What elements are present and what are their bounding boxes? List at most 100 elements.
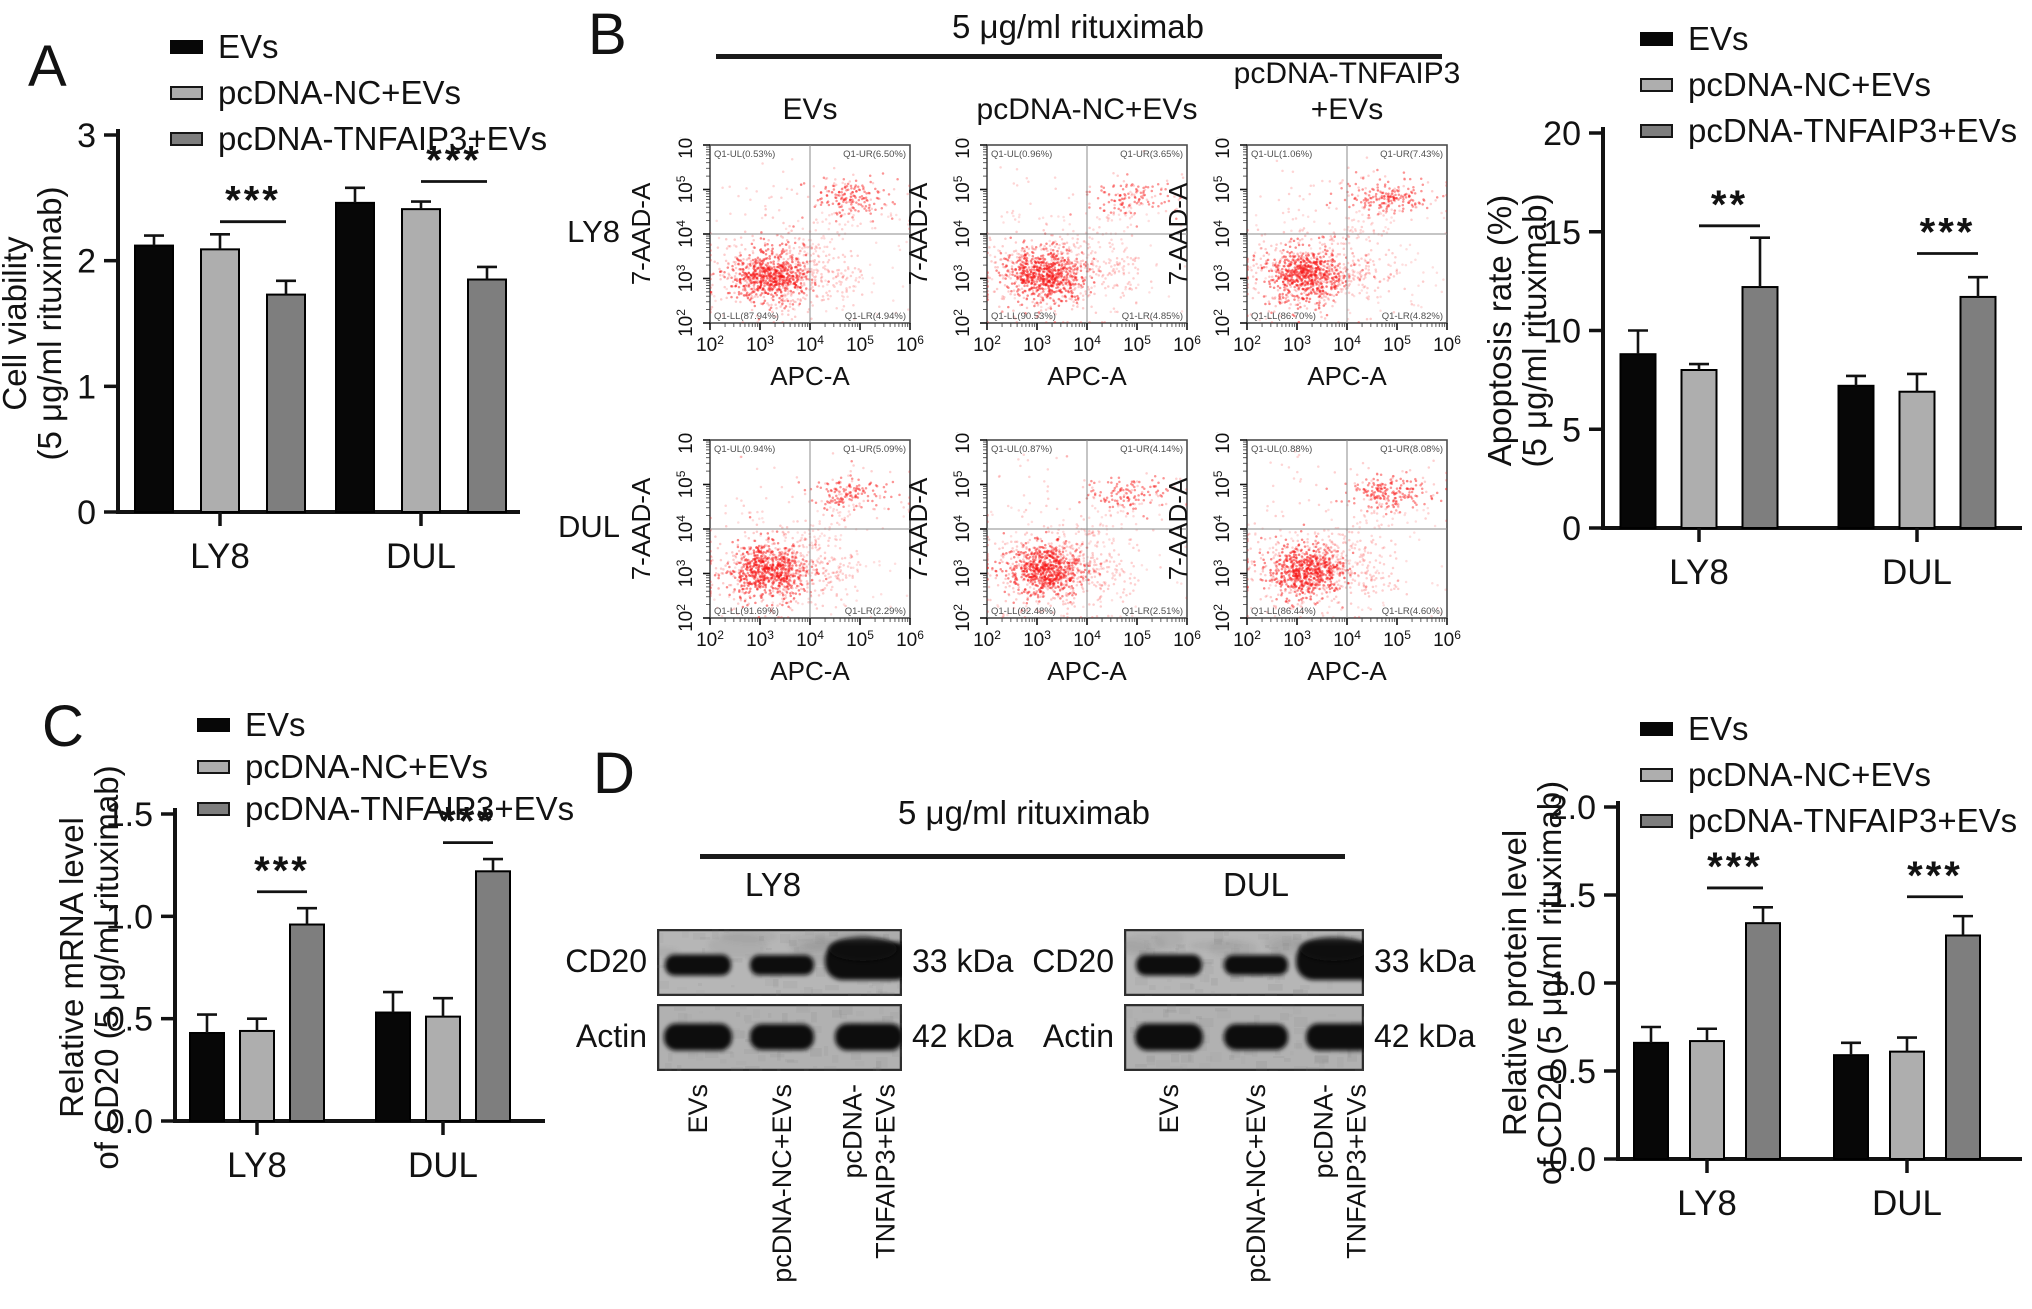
log-tick-label: 104 bbox=[1211, 220, 1234, 248]
log-tick-label: 105 bbox=[846, 628, 874, 651]
log-tick-label: 102 bbox=[674, 604, 697, 632]
flow-y-axis-label: 7-AAD-A bbox=[626, 182, 656, 285]
quadrant-label-lr: Q1-LR(4.60%) bbox=[1382, 606, 1443, 617]
cell_viability-chart: 0 1 2 3 LY8 DUL *** *** Cell viability (5 μg/ml r… bbox=[0, 90, 560, 610]
log-tick-label: 104 bbox=[674, 515, 697, 543]
y-tick-label: 1.5 bbox=[106, 796, 153, 834]
flow-section-header: 5 μg/ml rituximab bbox=[952, 8, 1204, 45]
flow-x-axis-label: APC-A bbox=[1047, 656, 1127, 686]
evs-legend-swatch bbox=[197, 718, 230, 732]
log-tick-label: 103 bbox=[1211, 559, 1234, 587]
log-tick-label: 102 bbox=[973, 333, 1001, 356]
evs-legend-swatch bbox=[1640, 32, 1673, 46]
legend-item: pcDNA-NC+EVs bbox=[1640, 62, 2017, 108]
log-tick-label: 106 bbox=[1433, 333, 1461, 356]
blot-group-title-dul: DUL bbox=[1222, 866, 1290, 903]
y-axis-label: (5 μg/ml rituximab) bbox=[1516, 194, 1553, 468]
quadrant-label-ul: Q1-UL(0.94%) bbox=[714, 444, 775, 455]
log-tick-label: 105 bbox=[951, 175, 974, 203]
blot-strip-svg bbox=[1124, 1004, 1364, 1071]
quadrant-label-ul: Q1-UL(0.88%) bbox=[1251, 444, 1312, 455]
quadrant-label-lr: Q1-LR(4.82%) bbox=[1382, 311, 1443, 322]
flow-plot-svg: Q1-UL(0.96%) Q1-UR(3.65%) Q1-LL(90.53%) Q1-… bbox=[903, 137, 1201, 391]
flow-plot-dul-2: Q1-UL(0.88%) Q1-UR(8.08%) Q1-LL(86.44%) Q1-… bbox=[1161, 432, 1461, 724]
evs-legend-swatch bbox=[170, 40, 203, 54]
x-category-label: DUL bbox=[408, 1146, 478, 1185]
scatter-points bbox=[987, 453, 1187, 618]
blot-lane-label: EVs bbox=[683, 1084, 713, 1134]
y-axis-label: Relative protein level bbox=[1496, 830, 1533, 1136]
quadrant-label-ll: Q1-LL(86.70%) bbox=[1251, 311, 1316, 322]
blot-band bbox=[1224, 1024, 1288, 1050]
legend-panel-a: EVs pcDNA-NC+EVs pcDNA-TNFAIP3+EVs bbox=[170, 24, 547, 162]
log-tick-label: 103 bbox=[1211, 264, 1234, 292]
apoptosis_rate-chart: 0 5 10 15 20 LY8 DUL ** *** Apoptosis rate (%) (5 … bbox=[1452, 70, 2032, 630]
log-tick-label: 102 bbox=[674, 309, 697, 337]
blot-lane-label: EVs bbox=[1154, 1084, 1184, 1134]
bar-LY8-pcDNA-NC+EVs bbox=[1680, 369, 1718, 529]
flow-x-axis-label: APC-A bbox=[1307, 361, 1387, 391]
y-axis-label: Relative mRNA level bbox=[53, 817, 90, 1118]
blot-strip-dul-cd20 bbox=[1124, 929, 1364, 996]
quadrant-label-lr: Q1-LR(4.94%) bbox=[845, 311, 906, 322]
bar-LY8-pcDNA-TNFAIP3+EVs bbox=[289, 923, 325, 1122]
panel-a-label: A bbox=[28, 34, 67, 99]
legend-panel-b: EVs pcDNA-NC+EVs pcDNA-TNFAIP3+EVs bbox=[1640, 16, 2017, 154]
flow-x-axis-label: APC-A bbox=[1047, 361, 1127, 391]
y-tick-label: 3 bbox=[77, 117, 96, 155]
log-tick-label: 106 bbox=[1433, 628, 1461, 651]
x-category-label: LY8 bbox=[227, 1146, 287, 1185]
blot-band bbox=[1224, 955, 1288, 975]
y-tick-label: 20 bbox=[1543, 115, 1581, 153]
quadrant-label-ur: Q1-UR(5.09%) bbox=[843, 444, 906, 455]
bar-DUL-pcDNA-TNFAIP3+EVs bbox=[467, 278, 507, 513]
bar-DUL-pcDNA-NC+EVs bbox=[1889, 1050, 1925, 1161]
blot-band bbox=[750, 955, 814, 975]
quadrant-label-lr: Q1-LR(2.51%) bbox=[1122, 606, 1183, 617]
blot-band bbox=[750, 1024, 814, 1050]
protein_cd20-svg: 0.0 0.5 1.0 1.5 2.0 LY8 DUL *** *** Relative prot… bbox=[1496, 781, 2022, 1223]
y-axis-label: (5 μg/ml rituximab) bbox=[31, 187, 68, 461]
log-tick-label: 102 bbox=[696, 333, 724, 356]
blot-band bbox=[1306, 1023, 1364, 1051]
log-tick-label: 106 bbox=[951, 432, 974, 454]
quadrant-label-ur: Q1-UR(4.14%) bbox=[1120, 444, 1183, 455]
log-tick-label: 106 bbox=[1211, 137, 1234, 159]
significance-stars: ** bbox=[1711, 183, 1748, 227]
blot-kda-label: 42 kDa bbox=[1374, 1018, 1476, 1054]
scatter-points bbox=[1247, 450, 1447, 618]
bar-DUL-EVs bbox=[1837, 384, 1875, 529]
y-axis-label: Cell viability bbox=[0, 236, 33, 411]
x-category-label: LY8 bbox=[1677, 1184, 1737, 1223]
legend-label: pcDNA-NC+EVs bbox=[245, 748, 488, 785]
y-tick-label: 1.0 bbox=[1549, 965, 1596, 1003]
legend-item: EVs bbox=[197, 704, 574, 746]
log-tick-label: 106 bbox=[896, 628, 924, 651]
legend-item: pcDNA-TNFAIP3+EVs bbox=[1640, 798, 2017, 844]
blot-band bbox=[835, 1023, 902, 1051]
blot-lane-label: pcDNA- TNFAIP3+EVs bbox=[837, 1084, 901, 1259]
evs-legend-swatch bbox=[1640, 722, 1673, 736]
pcdna-nc-legend-swatch bbox=[1640, 78, 1673, 92]
legend-panel-d: EVs pcDNA-NC+EVs pcDNA-TNFAIP3+EVs bbox=[1640, 706, 2017, 844]
y-tick-label: 1 bbox=[77, 368, 96, 406]
bar-DUL-pcDNA-TNFAIP3+EVs bbox=[1945, 934, 1981, 1160]
blot-protein-label-cd20: CD20 bbox=[565, 943, 647, 979]
x-category-label: LY8 bbox=[1669, 553, 1729, 592]
bar-LY8-EVs bbox=[1633, 1041, 1669, 1160]
legend-label: pcDNA-NC+EVs bbox=[218, 74, 461, 111]
blot-protein-label-cd20: CD20 bbox=[1032, 943, 1114, 979]
log-tick-label: 103 bbox=[746, 333, 774, 356]
panel-d-label: D bbox=[593, 741, 635, 806]
log-tick-label: 106 bbox=[674, 137, 697, 159]
log-tick-label: 105 bbox=[1383, 333, 1411, 356]
blot-group-title-ly8: LY8 bbox=[744, 866, 802, 903]
y-tick-label: 0.5 bbox=[106, 1001, 153, 1039]
quadrant-label-ul: Q1-UL(0.87%) bbox=[991, 444, 1052, 455]
log-tick-label: 105 bbox=[674, 175, 697, 203]
y-tick-label: 2.0 bbox=[1549, 789, 1596, 827]
y-axis-label: of CD20 (5 μg/ml rituximab) bbox=[1531, 781, 1568, 1185]
blot-header-underline bbox=[700, 854, 1345, 859]
flow-row-label-ly8: LY8 bbox=[567, 214, 620, 249]
